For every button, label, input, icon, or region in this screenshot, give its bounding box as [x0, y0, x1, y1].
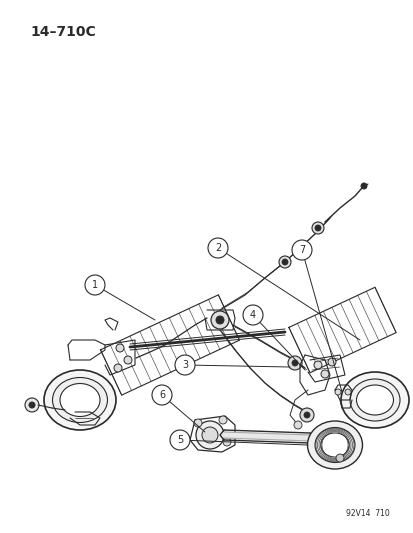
Circle shape — [311, 222, 323, 234]
Circle shape — [29, 402, 35, 408]
Ellipse shape — [320, 433, 348, 457]
Circle shape — [344, 389, 350, 395]
Text: 7: 7 — [298, 245, 304, 255]
Ellipse shape — [60, 384, 100, 416]
Text: 14–710C: 14–710C — [30, 25, 95, 39]
Circle shape — [194, 419, 202, 427]
Ellipse shape — [52, 377, 107, 423]
Circle shape — [85, 275, 105, 295]
Circle shape — [293, 421, 301, 429]
Circle shape — [299, 408, 313, 422]
Circle shape — [313, 361, 321, 369]
Text: 2: 2 — [214, 243, 221, 253]
Circle shape — [216, 316, 223, 324]
Text: 92V14  710: 92V14 710 — [345, 509, 389, 518]
Text: 6: 6 — [159, 390, 165, 400]
Ellipse shape — [44, 370, 116, 430]
Circle shape — [287, 356, 301, 370]
Text: 5: 5 — [176, 435, 183, 445]
Text: 4: 4 — [249, 310, 256, 320]
Circle shape — [327, 358, 335, 366]
Circle shape — [291, 240, 311, 260]
Circle shape — [335, 454, 343, 462]
Ellipse shape — [307, 421, 362, 469]
Circle shape — [278, 256, 290, 268]
Circle shape — [211, 311, 228, 329]
Circle shape — [116, 344, 124, 352]
Circle shape — [334, 389, 340, 395]
Circle shape — [195, 421, 223, 449]
Text: 3: 3 — [181, 360, 188, 370]
Circle shape — [114, 364, 122, 372]
Circle shape — [152, 385, 171, 405]
Circle shape — [170, 430, 190, 450]
Circle shape — [320, 370, 328, 378]
Text: 1: 1 — [92, 280, 98, 290]
Ellipse shape — [356, 385, 392, 415]
Circle shape — [175, 355, 195, 375]
Circle shape — [281, 259, 287, 265]
Circle shape — [202, 427, 218, 443]
Circle shape — [314, 225, 320, 231]
Circle shape — [25, 398, 39, 412]
Circle shape — [303, 412, 309, 418]
Ellipse shape — [314, 427, 354, 463]
Circle shape — [291, 360, 297, 366]
Circle shape — [207, 238, 228, 258]
Circle shape — [360, 183, 366, 189]
Ellipse shape — [340, 372, 408, 428]
Ellipse shape — [349, 379, 399, 421]
Circle shape — [218, 416, 226, 424]
Circle shape — [242, 305, 262, 325]
Circle shape — [124, 356, 132, 364]
Circle shape — [223, 438, 230, 446]
